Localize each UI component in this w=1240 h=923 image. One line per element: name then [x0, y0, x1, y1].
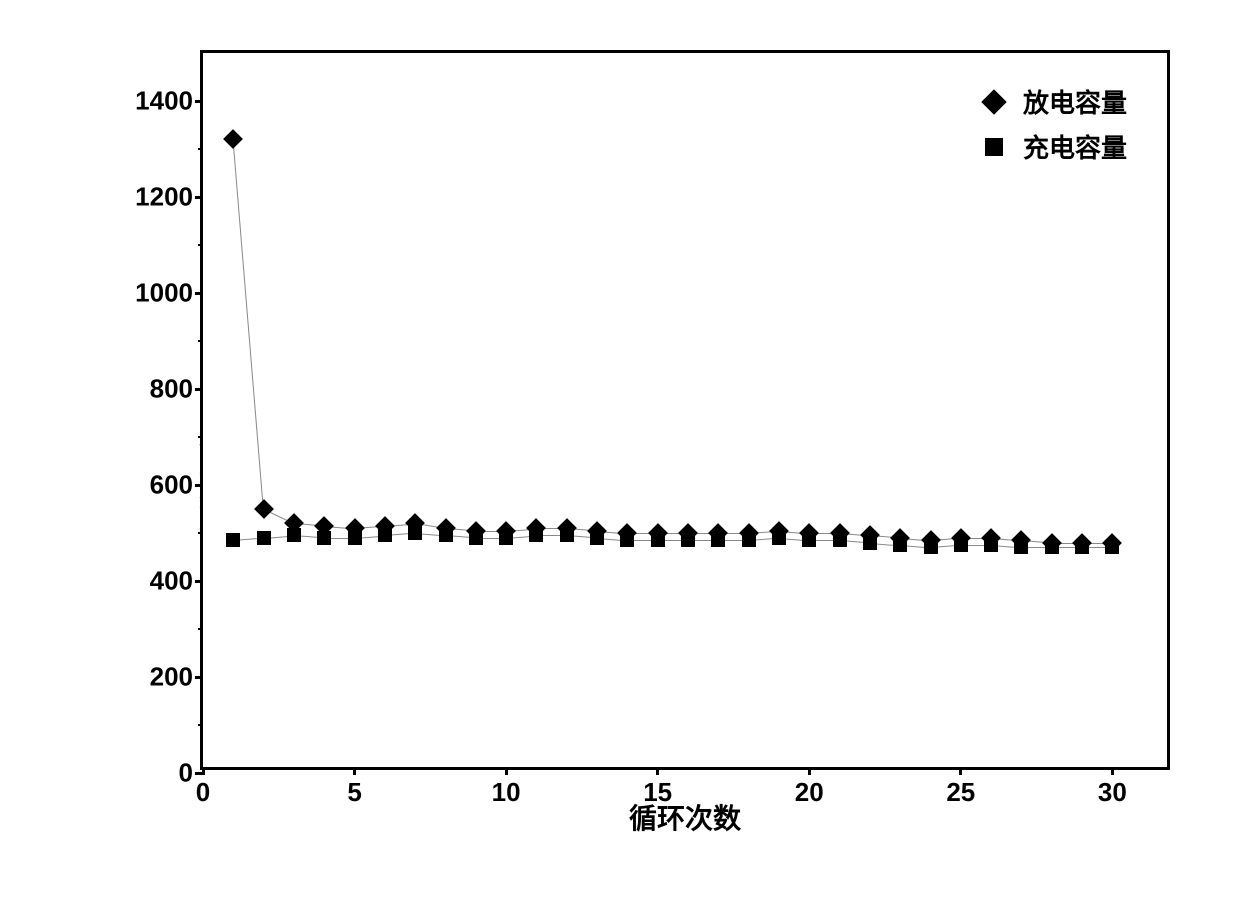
y-tick-minor — [198, 436, 203, 438]
y-tick-label: 1200 — [135, 182, 203, 213]
y-tick-mark — [195, 580, 203, 583]
y-tick-mark — [195, 100, 203, 103]
legend-label-discharge: 放电容量 — [1023, 83, 1127, 120]
data-point-charge — [257, 531, 271, 545]
y-tick-minor — [198, 628, 203, 630]
data-point-charge — [681, 533, 695, 547]
legend-item-charge: 充电容量 — [980, 128, 1127, 165]
y-tick-minor — [198, 532, 203, 534]
data-point-charge — [378, 528, 392, 542]
data-point-charge — [499, 531, 513, 545]
data-point-discharge — [254, 499, 274, 519]
data-point-charge — [954, 538, 968, 552]
data-point-charge — [833, 533, 847, 547]
y-tick-label: 1000 — [135, 278, 203, 309]
data-point-charge — [287, 528, 301, 542]
data-point-charge — [226, 533, 240, 547]
diamond-icon — [981, 89, 1006, 114]
data-point-charge — [1014, 540, 1028, 554]
data-point-charge — [893, 538, 907, 552]
data-point-charge — [469, 531, 483, 545]
data-point-charge — [317, 531, 331, 545]
x-tick-mark — [808, 767, 811, 775]
data-point-charge — [1075, 540, 1089, 554]
data-point-charge — [1105, 540, 1119, 554]
y-tick-mark — [195, 292, 203, 295]
series-line — [233, 140, 264, 510]
data-point-charge — [590, 531, 604, 545]
x-tick-mark — [959, 767, 962, 775]
data-point-charge — [348, 531, 362, 545]
x-tick-mark — [1111, 767, 1114, 775]
data-point-charge — [984, 538, 998, 552]
data-point-charge — [772, 531, 786, 545]
data-point-charge — [408, 526, 422, 540]
y-tick-minor — [198, 148, 203, 150]
y-tick-mark — [195, 196, 203, 199]
legend: 放电容量 充电容量 — [970, 73, 1137, 183]
y-tick-mark — [195, 388, 203, 391]
data-point-charge — [439, 528, 453, 542]
legend-label-charge: 充电容量 — [1023, 128, 1127, 165]
data-point-charge — [620, 533, 634, 547]
y-tick-mark — [195, 676, 203, 679]
data-point-charge — [529, 528, 543, 542]
chart-container: 充放电容量(mAh/g) 放电容量 充电容量 循环次数 020040060080… — [90, 20, 1210, 840]
x-tick-mark — [505, 767, 508, 775]
y-tick-mark — [195, 484, 203, 487]
data-point-charge — [1045, 540, 1059, 554]
plot-area: 放电容量 充电容量 循环次数 0200400600800100012001400… — [200, 50, 1170, 770]
data-point-charge — [742, 533, 756, 547]
x-tick-mark — [202, 767, 205, 775]
data-point-charge — [560, 528, 574, 542]
data-point-charge — [802, 533, 816, 547]
x-tick-mark — [656, 767, 659, 775]
x-tick-mark — [353, 767, 356, 775]
y-tick-minor — [198, 244, 203, 246]
square-icon — [985, 138, 1003, 156]
data-point-charge — [863, 536, 877, 550]
data-point-charge — [651, 533, 665, 547]
y-tick-minor — [198, 340, 203, 342]
y-tick-minor — [198, 724, 203, 726]
y-tick-label: 1400 — [135, 86, 203, 117]
data-point-charge — [711, 533, 725, 547]
legend-item-discharge: 放电容量 — [980, 83, 1127, 120]
data-point-discharge — [223, 129, 243, 149]
data-point-charge — [924, 540, 938, 554]
